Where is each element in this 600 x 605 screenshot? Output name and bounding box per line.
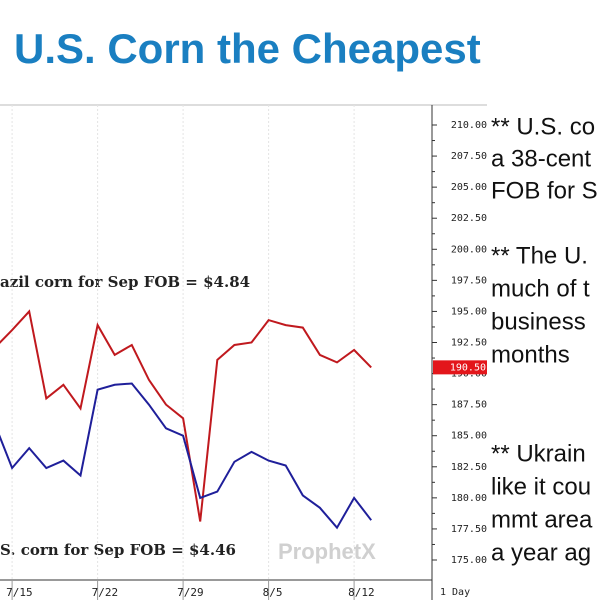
series-line — [0, 309, 372, 522]
annotation: S. corn for Sep FOB = $4.46 — [0, 541, 236, 559]
series-line — [0, 382, 372, 530]
y-tick-label: 207.50 — [451, 151, 487, 162]
y-tick-label: 195.00 — [451, 306, 487, 317]
y-tick-label: 182.50 — [451, 462, 487, 473]
side-text-line: ** Ukrain — [491, 440, 586, 467]
side-text-line: months — [491, 341, 570, 368]
x-tick-label: 7/29 — [177, 586, 204, 599]
side-text-line: business — [491, 308, 586, 335]
y-tick-label: 177.50 — [451, 524, 487, 535]
x-tick-label: 7/15 — [6, 586, 32, 599]
side-text-line: mmt area — [491, 506, 593, 533]
y-tick-label: 187.50 — [451, 400, 487, 411]
x-tick-label: 8/12 — [348, 586, 375, 599]
y-tick-label: 192.50 — [451, 338, 487, 349]
slide-title: U.S. Corn the Cheapest — [14, 25, 481, 72]
y-tick-label: 202.50 — [451, 213, 487, 224]
y-tick-label: 185.00 — [451, 431, 487, 442]
side-text-line: ** The U. — [491, 242, 588, 269]
watermark: ProphetX — [278, 539, 376, 564]
y-tick-label: 205.00 — [451, 182, 487, 193]
period-label: 1 Day — [440, 587, 470, 598]
x-tick-label: 8/5 — [263, 586, 283, 599]
y-tick-label: 210.00 — [451, 120, 487, 131]
side-text-line: like it cou — [491, 473, 591, 500]
y-tick-label: 200.00 — [451, 244, 487, 255]
side-text-line: a 38-cent — [491, 145, 591, 172]
y-tick-label: 175.00 — [451, 555, 487, 566]
last-value-box — [433, 360, 487, 375]
x-tick-label: 7/22 — [92, 586, 119, 599]
side-text-line: ** U.S. co — [491, 113, 595, 140]
side-text-line: FOB for S — [491, 177, 598, 204]
side-text-line: much of t — [491, 275, 590, 302]
last-value-label: 190.50 — [450, 362, 486, 373]
side-text-line: a year ag — [491, 539, 591, 566]
annotation: azil corn for Sep FOB = $4.84 — [0, 273, 250, 291]
y-tick-label: 197.50 — [451, 275, 487, 286]
y-tick-label: 180.00 — [451, 493, 487, 504]
